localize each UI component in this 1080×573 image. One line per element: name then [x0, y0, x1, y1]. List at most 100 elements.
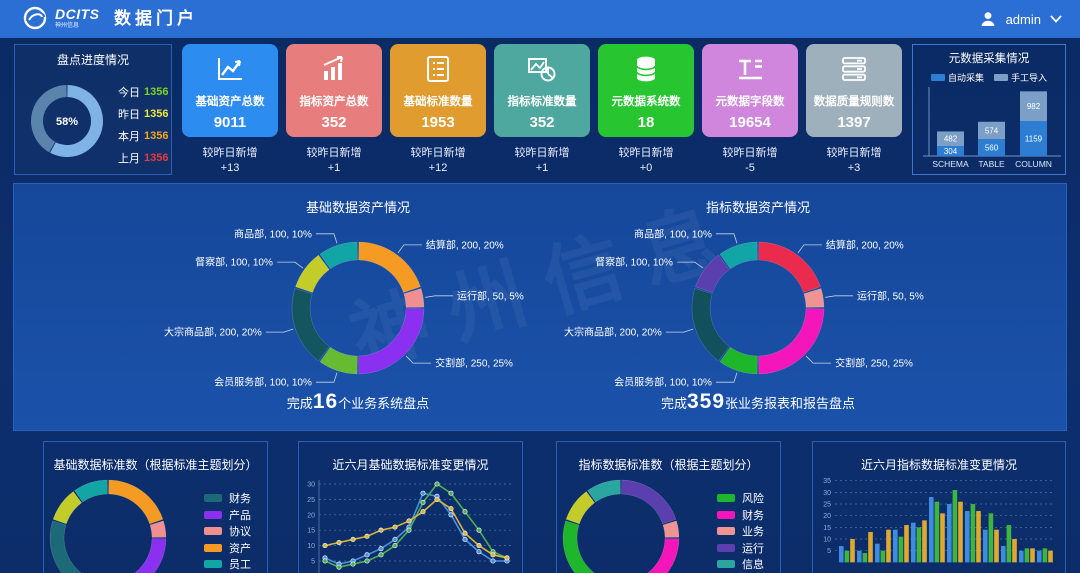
- stat-value: 1356: [144, 108, 169, 120]
- stat-label: 本月: [118, 131, 140, 143]
- collect-legend: 自动采集 手工导入: [913, 71, 1065, 84]
- legend-item[interactable]: 财务: [204, 490, 251, 507]
- card-delta: 较昨日新增 +3: [806, 146, 902, 176]
- legend-label: 员工: [229, 559, 251, 572]
- delta-label: 较昨日新增: [722, 147, 778, 159]
- user-menu[interactable]: admin: [979, 0, 1062, 38]
- donut-label: 交割部, 250, 25%: [835, 357, 913, 370]
- legend-swatch: [717, 560, 735, 569]
- legend-swatch: [204, 494, 222, 503]
- summary-prefix: 完成: [660, 396, 687, 411]
- legend-item[interactable]: 员工: [204, 556, 251, 573]
- donut-label: 督察部, 100, 10%: [595, 256, 673, 269]
- legend-item[interactable]: 产品: [204, 507, 251, 524]
- stat-card[interactable]: 元数据字段数 19654: [702, 44, 798, 137]
- svg-text:574: 574: [985, 126, 999, 135]
- stat-card[interactable]: 指标标准数量 352: [494, 44, 590, 137]
- username: admin: [1005, 11, 1041, 27]
- delta-value: +13: [220, 162, 240, 174]
- legend-label: 资产: [229, 542, 251, 555]
- card-value: 352: [529, 114, 555, 131]
- delta-value: +1: [327, 162, 341, 174]
- progress-title: 盘点进度情况: [56, 53, 129, 67]
- delta-label: 较昨日新增: [826, 147, 882, 159]
- index-standard-title: 指标数据标准数（根据主题划分）: [578, 458, 759, 472]
- donut-label: 会员服务部, 100, 10%: [214, 376, 312, 389]
- index-change-panel: 近六月指标数据标准变更情况 35 30 25 20 15 10 5: [812, 441, 1066, 573]
- legend-item[interactable]: 资产: [204, 540, 251, 557]
- delta-label: 较昨日新增: [618, 147, 674, 159]
- field-icon: [739, 59, 762, 80]
- legend-label: 信息: [742, 559, 764, 572]
- legend-swatch: [204, 543, 222, 552]
- stat-card[interactable]: 指标资产总数 352: [286, 44, 382, 137]
- legend-swatch: [930, 74, 945, 81]
- summary-suffix: 张业务报表和报告盘点: [725, 396, 856, 411]
- stat-card[interactable]: 元数据系统数 18: [598, 44, 694, 137]
- card-delta: 较昨日新增 +1: [494, 146, 590, 176]
- card-title: 指标标准数量: [507, 96, 577, 108]
- stat-card[interactable]: 基础标准数量 1953: [390, 44, 486, 137]
- svg-text:25: 25: [307, 497, 315, 504]
- donut-label: 督察部, 100, 10%: [195, 256, 273, 269]
- svg-text:5: 5: [311, 559, 315, 566]
- card-title: 元数据系统数: [611, 96, 681, 108]
- legend-item[interactable]: 信息: [717, 556, 764, 573]
- basic-standard-title: 基础数据标准数（根据标准主题划分）: [53, 458, 258, 472]
- index-asset-summary: 完成359张业务报表和报告盘点: [558, 390, 958, 414]
- brand-name: DCITS: [55, 6, 100, 22]
- card-delta: 较昨日新增 +13: [182, 146, 278, 176]
- card-delta: 较昨日新增 -5: [702, 146, 798, 176]
- legend-label: 协议: [229, 526, 251, 539]
- stat-card[interactable]: 数据质量规则数 1397: [806, 44, 902, 137]
- delta-value: +1: [535, 162, 549, 174]
- legend-label: 业务: [742, 526, 764, 539]
- index-standard-panel: 指标数据标准数（根据主题划分） 风险 财务业务 运行信息: [556, 441, 781, 573]
- delta-value: +0: [639, 162, 653, 174]
- svg-text:COLUMN: COLUMN: [1015, 159, 1052, 169]
- stat-card-column: 数据质量规则数 1397 较昨日新增 +3: [806, 44, 902, 176]
- svg-text:SCHEMA: SCHEMA: [932, 159, 969, 169]
- donut-label: 商品部, 100, 10%: [634, 227, 712, 240]
- svg-text:10: 10: [823, 537, 831, 544]
- stat-card-column: 指标资产总数 352 较昨日新增 +1: [286, 44, 382, 176]
- legend-item[interactable]: 业务: [717, 523, 764, 540]
- summary-prefix: 完成: [286, 396, 313, 411]
- progress-stat-row: 上月 1356: [118, 147, 168, 169]
- delta-label: 较昨日新增: [306, 147, 362, 159]
- card-title: 指标资产总数: [299, 96, 369, 108]
- legend-swatch: [717, 543, 735, 552]
- svg-text:560: 560: [985, 144, 999, 153]
- legend-label: 手工导入: [1011, 73, 1048, 83]
- chevron-down-icon: [1050, 15, 1062, 23]
- card-delta: 较昨日新增 +1: [286, 146, 382, 176]
- legend-item[interactable]: 手工导入: [994, 71, 1047, 84]
- database-icon: [636, 56, 656, 82]
- stat-card[interactable]: 基础资产总数 9011: [182, 44, 278, 137]
- svg-text:20: 20: [823, 513, 831, 520]
- image-pie-icon: [528, 58, 556, 82]
- brand-logo[interactable]: DCITS 神州信息: [22, 5, 100, 31]
- card-title: 元数据字段数: [715, 96, 785, 108]
- legend-item[interactable]: 财务: [717, 507, 764, 524]
- legend-item[interactable]: 运行: [717, 540, 764, 557]
- card-delta: 较昨日新增 +0: [598, 146, 694, 176]
- index-asset-title: 指标数据资产情况: [705, 200, 810, 215]
- svg-text:35: 35: [823, 478, 831, 485]
- index-standard-legend: 风险 财务业务 运行信息: [717, 490, 764, 573]
- progress-stats: 今日 1356 昨日 1356 本月 1356 上月 1356: [118, 81, 168, 169]
- stat-label: 昨日: [118, 109, 140, 121]
- legend-item[interactable]: 自动采集: [930, 71, 984, 84]
- basic-standard-donut-chart: [49, 479, 167, 573]
- server-icon: [842, 57, 866, 81]
- card-value: 9011: [213, 114, 247, 131]
- delta-value: +12: [428, 162, 448, 174]
- stat-card-column: 基础标准数量 1953 较昨日新增 +12: [390, 44, 486, 176]
- legend-item[interactable]: 协议: [204, 523, 251, 540]
- legend-item[interactable]: 风险: [717, 490, 764, 507]
- legend-label: 产品: [229, 509, 251, 522]
- svg-text:304: 304: [944, 147, 958, 156]
- basic-standard-panel: 基础数据标准数（根据标准主题划分） 财务产品协议资产员工: [43, 441, 268, 573]
- donut-label: 运行部, 50, 5%: [457, 289, 524, 302]
- page-title: 数据门户: [114, 9, 198, 28]
